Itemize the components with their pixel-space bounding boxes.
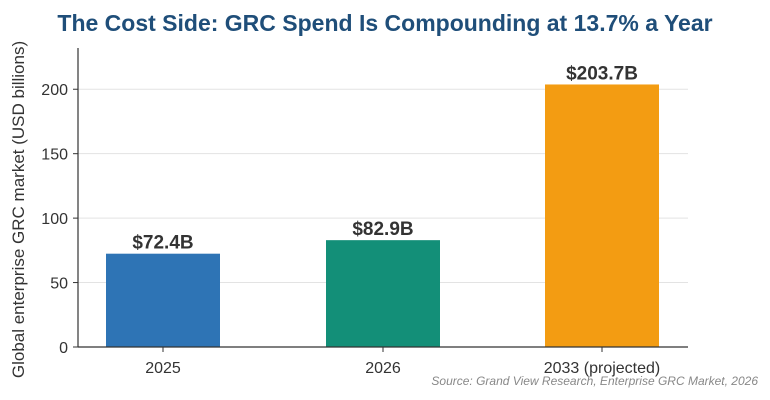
y-tick-label: 100 — [41, 211, 68, 228]
x-tick-label: 2033 (projected) — [544, 360, 661, 377]
data-label: $203.7B — [566, 63, 638, 84]
data-label: $72.4B — [132, 233, 193, 254]
y-tick-label: 0 — [59, 340, 68, 357]
bar-2 — [326, 240, 440, 347]
x-tick-label: 2026 — [365, 360, 401, 377]
y-tick-label: 200 — [41, 82, 68, 99]
bars — [106, 84, 659, 348]
y-tick-label: 150 — [41, 147, 68, 164]
data-label: $82.9B — [352, 219, 413, 240]
y-tick-label: 50 — [50, 276, 68, 293]
y-ticks: 0 50 100 150 200 — [41, 82, 78, 357]
bar-3 — [545, 84, 659, 348]
bar-1 — [106, 253, 220, 347]
source-note: Source: Grand View Research, Enterprise … — [431, 374, 758, 388]
chart-title: The Cost Side: GRC Spend Is Compounding … — [57, 10, 712, 36]
x-ticks: 2025 2026 2033 (projected) — [145, 347, 660, 377]
x-tick-label: 2025 — [145, 360, 181, 377]
y-axis-label: Global enterprise GRC market (USD billio… — [9, 41, 28, 378]
data-labels: $72.4B $82.9B $203.7B — [132, 63, 638, 253]
